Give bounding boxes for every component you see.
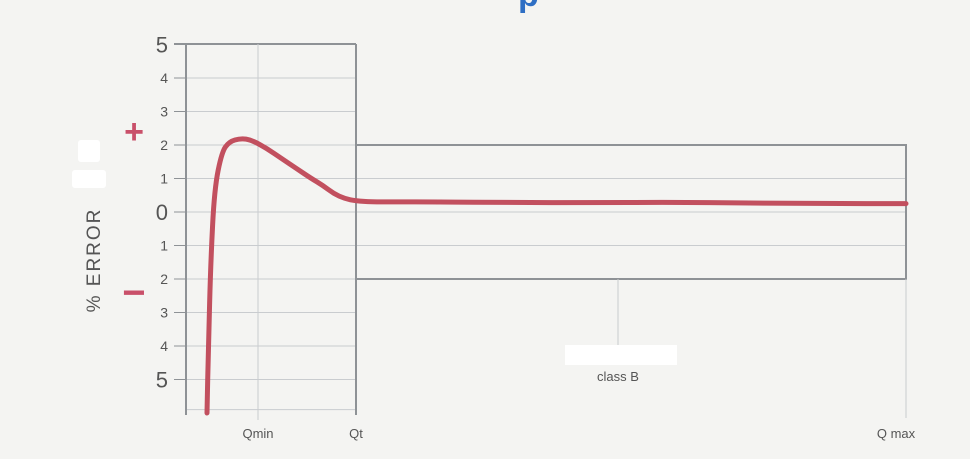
y-tick-label: 3	[160, 305, 168, 321]
error-curve	[204, 136, 909, 416]
x-marker-label-qmax: Q max	[877, 426, 916, 441]
class-label-backdrop	[565, 345, 677, 365]
y-tick-label: 1	[160, 238, 168, 254]
x-markers: Qmin Qt Q max class B	[72, 44, 916, 441]
class-band-label: class B	[597, 369, 639, 384]
y-tick-label: 1	[160, 171, 168, 187]
label-backdrop	[78, 140, 100, 162]
error-curve-line	[204, 136, 909, 416]
plot-frame	[174, 43, 357, 415]
negative-sign: −	[122, 271, 145, 315]
y-tick-label: 2	[160, 271, 168, 287]
y-tick-label: 2	[160, 137, 168, 153]
positive-sign: +	[124, 113, 144, 151]
y-tick-label: 0	[156, 200, 168, 225]
y-tick-label: 5	[156, 368, 168, 393]
header-fragment: p	[518, 0, 539, 14]
y-tick-label: 3	[160, 104, 168, 120]
label-backdrop	[72, 170, 106, 188]
y-tick-label: 5	[156, 33, 168, 58]
y-tick-label: 4	[160, 70, 168, 86]
y-tick-label: 4	[160, 338, 168, 354]
x-marker-label-qmin: Qmin	[242, 426, 273, 441]
y-tick-labels: 5 4 3 2 1 0 1 2 3 4 5	[156, 33, 168, 393]
grid-lines	[186, 44, 906, 411]
y-axis-label: % ERROR	[84, 208, 105, 313]
x-marker-label-qt: Qt	[349, 426, 363, 441]
